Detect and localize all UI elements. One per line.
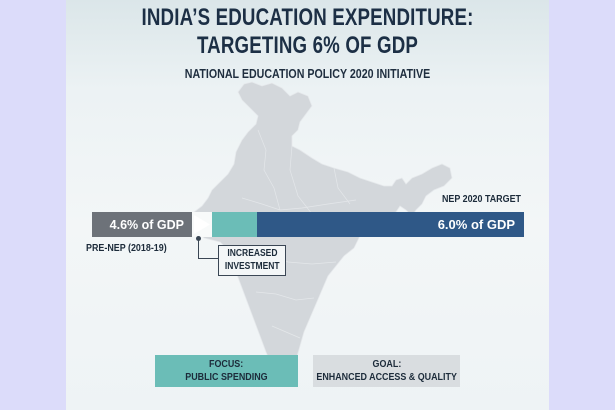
goal-text: ENHANCED ACCESS & QUALITY bbox=[316, 371, 457, 383]
focus-box: FOCUS: PUBLIC SPENDING bbox=[155, 355, 298, 387]
page-title-line1: INDIA’S EDUCATION EXPENDITURE: bbox=[141, 4, 474, 31]
target-bar: 6.0% of GDP bbox=[257, 212, 524, 237]
increase-bar bbox=[212, 212, 257, 237]
callout-line1: INCREASED bbox=[226, 248, 278, 259]
goal-box: GOAL: ENHANCED ACCESS & QUALITY bbox=[313, 355, 460, 387]
arrow-right-icon bbox=[192, 212, 212, 237]
focus-heading: FOCUS: bbox=[209, 358, 244, 370]
callout-connector bbox=[198, 238, 218, 259]
goal-heading: GOAL: bbox=[372, 358, 401, 370]
callout-line2: INVESTMENT bbox=[224, 260, 280, 272]
increased-investment-callout: INCREASED INVESTMENT bbox=[218, 245, 286, 276]
pre-nep-label: PRE-NEP (2018-19) bbox=[86, 242, 167, 254]
infographic-panel: INDIA’S EDUCATION EXPENDITURE: TARGETING… bbox=[66, 0, 549, 410]
pre-nep-bar: 4.6% of GDP bbox=[92, 212, 192, 237]
focus-text: PUBLIC SPENDING bbox=[185, 371, 268, 383]
page-title-line2: TARGETING 6% OF GDP bbox=[196, 32, 419, 59]
pre-nep-value: 4.6% of GDP bbox=[109, 217, 184, 232]
target-value: 6.0% of GDP bbox=[437, 217, 515, 232]
india-map bbox=[187, 81, 453, 385]
nep-target-label: NEP 2020 TARGET bbox=[441, 193, 521, 205]
page-subtitle: NATIONAL EDUCATION POLICY 2020 INITIATIV… bbox=[184, 66, 431, 81]
